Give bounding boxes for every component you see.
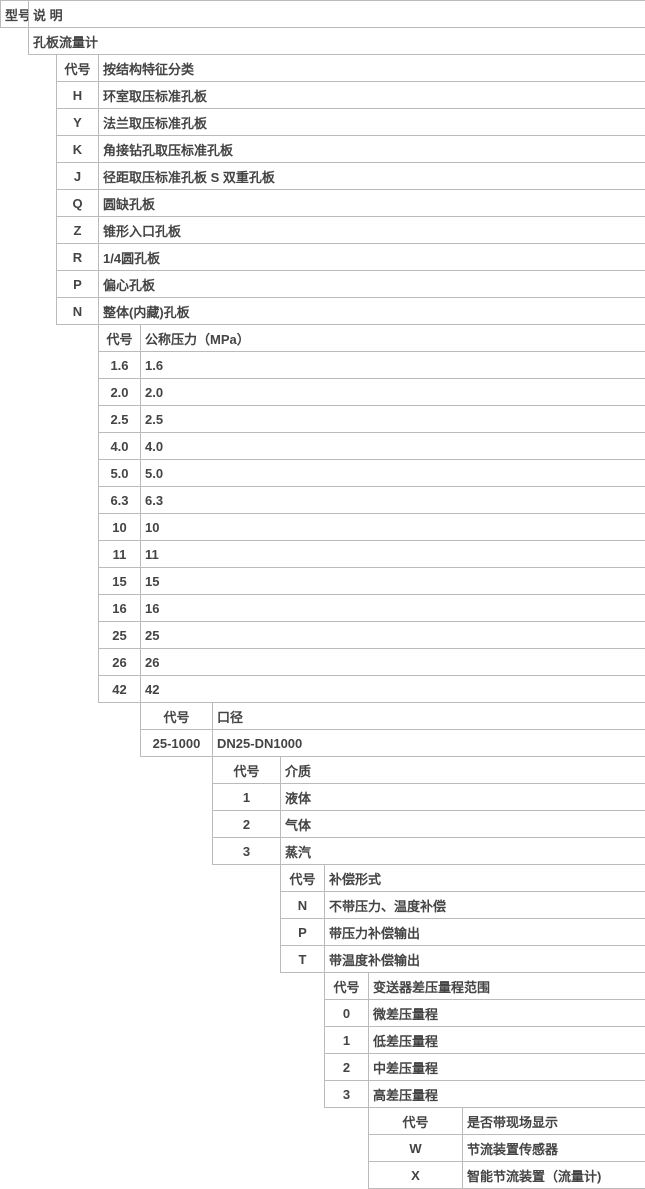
structure-code: Q xyxy=(57,190,99,217)
pressure-code: 4.0 xyxy=(99,433,141,460)
comp-row-desc: 带压力补偿输出 xyxy=(325,919,645,946)
comp-row-desc: 带温度补偿输出 xyxy=(325,946,645,973)
range-desc: 变送器差压量程范围 xyxy=(369,973,645,1000)
range-code: 0 xyxy=(325,1000,369,1027)
medium-desc: 介质 xyxy=(281,757,645,784)
structure-code: Z xyxy=(57,217,99,244)
pressure-code: 2.5 xyxy=(99,406,141,433)
pressure-label: 代号 xyxy=(99,325,141,352)
pressure-code: 15 xyxy=(99,568,141,595)
range-row-desc: 中差压量程 xyxy=(369,1054,645,1081)
pressure-row-desc: 26 xyxy=(141,649,645,676)
medium-label: 代号 xyxy=(213,757,281,784)
structure-code: K xyxy=(57,136,99,163)
diameter-code: 25-1000 xyxy=(141,730,213,757)
structure-row-desc: 偏心孔板 xyxy=(99,271,645,298)
pressure-row-desc: 16 xyxy=(141,595,645,622)
diameter-desc: 口径 xyxy=(213,703,645,730)
display-label: 代号 xyxy=(369,1108,463,1135)
header-desc: 说 明 xyxy=(29,1,645,28)
range-code: 2 xyxy=(325,1054,369,1081)
pressure-row-desc: 1.6 xyxy=(141,352,645,379)
pressure-row-desc: 6.3 xyxy=(141,487,645,514)
structure-row-desc: 法兰取压标准孔板 xyxy=(99,109,645,136)
range-code: 1 xyxy=(325,1027,369,1054)
structure-code: Y xyxy=(57,109,99,136)
range-row-desc: 微差压量程 xyxy=(369,1000,645,1027)
structure-code: H xyxy=(57,82,99,109)
diameter-label: 代号 xyxy=(141,703,213,730)
range-row-desc: 高差压量程 xyxy=(369,1081,645,1108)
medium-code: 2 xyxy=(213,811,281,838)
pressure-row-desc: 11 xyxy=(141,541,645,568)
comp-code: P xyxy=(281,919,325,946)
pressure-code: 10 xyxy=(99,514,141,541)
structure-row-desc: 整体(内藏)孔板 xyxy=(99,298,645,325)
pressure-row-desc: 4.0 xyxy=(141,433,645,460)
structure-row-desc: 圆缺孔板 xyxy=(99,190,645,217)
structure-label: 代号 xyxy=(57,55,99,82)
pressure-code: 26 xyxy=(99,649,141,676)
header-type: 型号 xyxy=(1,1,29,28)
diameter-row-desc: DN25-DN1000 xyxy=(213,730,645,757)
structure-row-desc: 1/4圆孔板 xyxy=(99,244,645,271)
medium-row-desc: 气体 xyxy=(281,811,645,838)
pressure-code: 42 xyxy=(99,676,141,703)
pressure-row-desc: 2.0 xyxy=(141,379,645,406)
pressure-code: 5.0 xyxy=(99,460,141,487)
comp-label: 代号 xyxy=(281,865,325,892)
medium-row-desc: 液体 xyxy=(281,784,645,811)
structure-desc: 按结构特征分类 xyxy=(99,55,645,82)
root-title: 孔板流量计 xyxy=(29,28,645,55)
pressure-code: 2.0 xyxy=(99,379,141,406)
medium-code: 1 xyxy=(213,784,281,811)
pressure-code: 11 xyxy=(99,541,141,568)
pressure-code: 1.6 xyxy=(99,352,141,379)
pressure-row-desc: 42 xyxy=(141,676,645,703)
range-row-desc: 低差压量程 xyxy=(369,1027,645,1054)
spec-table: 型号说 明孔板流量计代号按结构特征分类H环室取压标准孔板Y法兰取压标准孔板K角接… xyxy=(0,0,645,1189)
display-desc: 是否带现场显示 xyxy=(463,1108,645,1135)
range-code: 3 xyxy=(325,1081,369,1108)
display-code: W xyxy=(369,1135,463,1162)
pressure-code: 25 xyxy=(99,622,141,649)
structure-row-desc: 锥形入口孔板 xyxy=(99,217,645,244)
comp-code: T xyxy=(281,946,325,973)
structure-row-desc: 角接钻孔取压标准孔板 xyxy=(99,136,645,163)
pressure-row-desc: 2.5 xyxy=(141,406,645,433)
structure-code: P xyxy=(57,271,99,298)
structure-row-desc: 环室取压标准孔板 xyxy=(99,82,645,109)
display-code: X xyxy=(369,1162,463,1189)
medium-code: 3 xyxy=(213,838,281,865)
display-row-desc: 节流装置传感器 xyxy=(463,1135,645,1162)
structure-row-desc: 径距取压标准孔板 S 双重孔板 xyxy=(99,163,645,190)
display-row-desc: 智能节流装置（流量计) xyxy=(463,1162,645,1189)
pressure-code: 6.3 xyxy=(99,487,141,514)
structure-code: R xyxy=(57,244,99,271)
comp-desc: 补偿形式 xyxy=(325,865,645,892)
pressure-desc: 公称压力（MPa） xyxy=(141,325,645,352)
pressure-row-desc: 5.0 xyxy=(141,460,645,487)
structure-code: J xyxy=(57,163,99,190)
pressure-row-desc: 10 xyxy=(141,514,645,541)
pressure-row-desc: 15 xyxy=(141,568,645,595)
comp-row-desc: 不带压力、温度补偿 xyxy=(325,892,645,919)
pressure-row-desc: 25 xyxy=(141,622,645,649)
structure-code: N xyxy=(57,298,99,325)
medium-row-desc: 蒸汽 xyxy=(281,838,645,865)
range-label: 代号 xyxy=(325,973,369,1000)
pressure-code: 16 xyxy=(99,595,141,622)
comp-code: N xyxy=(281,892,325,919)
